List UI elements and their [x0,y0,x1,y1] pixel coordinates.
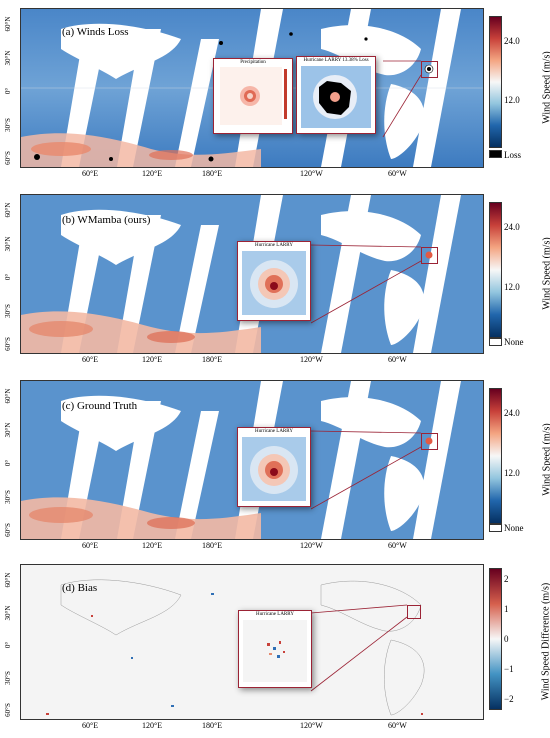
latitude-label: 60°N [4,202,12,218]
inset-hurricane-loss: Hurricane LARRY 13.38% Loss [296,56,376,134]
latitude-label: 30°S [4,303,12,318]
colorbar-bottom-label: None [504,337,524,347]
longitude-label: 60°W [388,721,407,730]
inset-title: Hurricane LARRY [256,612,294,617]
longitude-label: 60°E [82,355,99,364]
colorbar-tick: 24.0 [504,222,520,232]
latitude-label: 60°S [4,703,12,717]
longitude-label: 60°E [82,169,99,178]
latitude-label: 0° [4,87,12,95]
colorbar-wind-speed [489,388,502,524]
inset-hurricane-larry: Hurricane LARRY [237,427,311,507]
panel-title: (a) Winds Loss [62,26,129,38]
colorbar-label: Wind Speed (m/s) [541,237,550,310]
colorbar-loss-swatch [489,150,502,158]
longitude-label: 120°E [142,721,163,730]
colorbar-bottom-label: None [504,523,524,533]
latitude-label: 60°N [4,572,12,588]
latitude-label: 0° [4,641,12,649]
longitude-label: 180°E [202,355,223,364]
hurricane-map [242,437,306,501]
latitude-label: 60°N [4,388,12,404]
latitude-label: 60°N [4,16,12,32]
colorbar-wind-speed [489,16,502,148]
bias-hurricane-map [243,620,307,682]
panel-ground-truth: (c) Ground Truth Hurricane LARRY 24.0 12… [0,372,550,554]
latitude-label: 0° [4,273,12,281]
zoom-box-larry [421,61,438,78]
colorbar-wind-speed-difference [489,568,502,710]
panel-winds-loss: (a) Winds Loss Precipitation Hurricane L… [0,0,550,182]
latitude-label: 30°N [4,605,12,620]
inset-title: Precipitation [240,60,266,65]
inset-hurricane-larry: Hurricane LARRY [238,610,312,688]
longitude-label: 120°E [142,169,163,178]
colorbar-tick: −2 [504,694,514,704]
longitude-label: 180°E [202,169,223,178]
colorbar-tick: 24.0 [504,36,520,46]
latitude-label: 0° [4,459,12,467]
latitude-label: 30°N [4,50,12,65]
longitude-label: 180°E [202,541,223,550]
latitude-label: 60°S [4,523,12,537]
hurricane-map [242,251,306,315]
colorbar-wind-speed [489,202,502,338]
longitude-label: 120°W [300,355,323,364]
latitude-label: 30°N [4,236,12,251]
latitude-label: 60°S [4,151,12,165]
latitude-label: 30°N [4,422,12,437]
inset-hurricane-larry: Hurricane LARRY [237,241,311,321]
longitude-label: 60°W [388,355,407,364]
panel-bias: (d) Bias Hurricane LARRY 2 1 0 −1 −2 Win… [0,558,550,738]
colorbar-label: Wind Speed (m/s) [541,51,550,124]
zoom-box-larry [421,433,438,450]
colorbar-tick: 1 [504,604,509,614]
longitude-label: 60°E [82,541,99,550]
zoom-box-larry [407,605,421,619]
zoom-box-larry [421,247,438,264]
colorbar-none-swatch [489,524,502,532]
colorbar-tick: 12.0 [504,468,520,478]
colorbar-tick: 0 [504,634,509,644]
colorbar-tick: −1 [504,664,514,674]
precipitation-map [220,67,287,125]
map-ground-truth [20,380,484,540]
longitude-label: 120°W [300,169,323,178]
colorbar-label: Wind Speed Difference (m/s) [540,582,550,701]
panel-title: (d) Bias [62,582,98,594]
longitude-label: 120°W [300,721,323,730]
colorbar-none-swatch [489,338,502,346]
colorbar-bottom-label: Loss [504,150,522,160]
longitude-label: 60°E [82,721,99,730]
longitude-label: 120°E [142,355,163,364]
latitude-label: 30°S [4,670,12,685]
inset-title: Hurricane LARRY [255,243,293,248]
inset-title: Hurricane LARRY [255,429,293,434]
panel-title: (c) Ground Truth [62,400,138,412]
inset-title: Hurricane LARRY 13.38% Loss [303,58,369,63]
longitude-label: 60°W [388,169,407,178]
latitude-label: 60°S [4,337,12,351]
hurricane-loss-map [301,66,371,128]
longitude-label: 120°W [300,541,323,550]
panel-wmamba: (b) WMamba (ours) Hurricane LARRY 24.0 1… [0,186,550,368]
latitude-label: 30°S [4,489,12,504]
longitude-label: 120°E [142,541,163,550]
colorbar-label: Wind Speed (m/s) [541,423,550,496]
longitude-label: 180°E [202,721,223,730]
panel-title: (b) WMamba (ours) [62,214,151,226]
inset-precipitation: Precipitation [213,58,293,134]
colorbar-tick: 12.0 [504,95,520,105]
latitude-label: 30°S [4,117,12,132]
colorbar-tick: 2 [504,574,509,584]
colorbar-tick: 24.0 [504,408,520,418]
colorbar-tick: 12.0 [504,282,520,292]
longitude-label: 60°W [388,541,407,550]
